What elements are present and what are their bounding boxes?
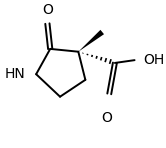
Polygon shape [78,30,104,52]
Text: O: O [101,111,112,125]
Text: O: O [42,3,53,17]
Text: HN: HN [4,67,25,81]
Text: OH: OH [143,53,164,67]
